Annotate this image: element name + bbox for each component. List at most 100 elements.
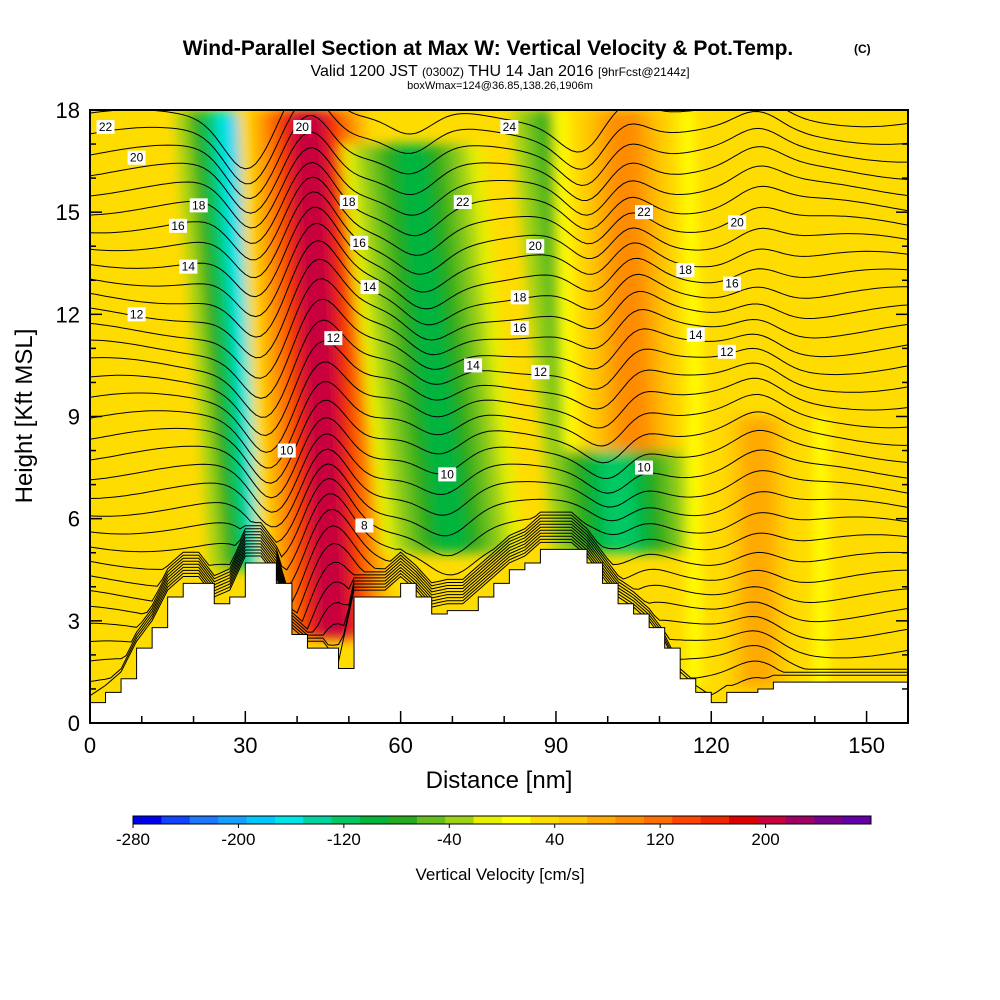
colorbar-swatch	[558, 816, 588, 824]
contour-label-box	[350, 235, 369, 250]
terrain-mask	[90, 548, 908, 723]
contour-label-box	[728, 215, 747, 230]
contour-label-text: 18	[192, 198, 206, 212]
theta-contour-line	[90, 541, 908, 697]
theta-contour-label: 16	[350, 235, 369, 250]
theta-contour-line	[90, 463, 908, 544]
colorbar-tick-label: 120	[646, 830, 674, 849]
contour-label-box	[355, 518, 374, 533]
theta-contour-line	[90, 381, 908, 469]
theta-contour-line	[90, 110, 908, 185]
contour-label-box	[360, 280, 379, 295]
colorbar-label: Vertical Velocity [cm/s]	[415, 865, 584, 884]
x-tick-label: 120	[693, 733, 730, 758]
colorbar-swatch	[842, 816, 872, 824]
contour-label-text: 16	[353, 236, 367, 250]
contour-label-box	[634, 205, 653, 220]
colorbar-tick-label: 200	[751, 830, 779, 849]
contour-label-box	[277, 443, 296, 458]
copyright-mark: (C)	[854, 42, 871, 56]
theta-contour-line	[90, 191, 908, 279]
theta-contour-line	[90, 532, 908, 659]
theta-contour-label: 16	[722, 276, 741, 291]
colorbar-swatch	[274, 816, 304, 824]
contour-label-text: 16	[513, 321, 527, 335]
theta-contour-label: 22	[96, 120, 115, 135]
contour-label-text: 16	[725, 277, 739, 291]
colorbar-swatch	[473, 816, 503, 824]
colorbar-swatch	[700, 816, 730, 824]
y-tick-label: 0	[68, 711, 80, 736]
theta-contour-line	[90, 222, 908, 318]
y-tick-label: 9	[68, 405, 80, 430]
theta-contour-line	[90, 278, 908, 379]
contour-label-text: 16	[171, 219, 185, 233]
contour-label-text: 20	[730, 215, 744, 229]
theta-contour-line	[90, 361, 908, 453]
x-axis-label: Distance [nm]	[426, 767, 573, 794]
colorbar: -280 -200 -120 -40 40 120 200	[116, 815, 872, 849]
colorbar-swatch	[416, 816, 446, 824]
contour-label-box	[686, 327, 705, 342]
theta-contour-label: 18	[676, 263, 695, 278]
contour-label-text: 14	[182, 260, 196, 274]
contour-label-box	[453, 194, 472, 209]
contour-label-text: 18	[679, 263, 693, 277]
theta-contour-line	[90, 508, 908, 588]
theta-contour-label: 8	[355, 518, 374, 533]
theta-contour-label: 22	[453, 194, 472, 209]
theta-contour-line	[90, 114, 908, 200]
theta-contour-line	[90, 493, 908, 576]
theta-contour-line	[90, 131, 908, 214]
theta-contour-label: 12	[127, 307, 146, 322]
y-tick-label: 3	[68, 609, 80, 634]
theta-contour-line	[90, 340, 908, 437]
theta-contour-label: 10	[277, 443, 296, 458]
y-axis: 0 3 6 9 12 15 18	[56, 98, 908, 736]
theta-contour-line	[90, 433, 908, 513]
box-info: boxWmax=124@36.85,138.26,1906m	[407, 80, 593, 92]
contour-label-box	[324, 331, 343, 346]
theta-contour-line	[90, 477, 908, 558]
contour-label-text: 10	[637, 461, 651, 475]
contour-label-box	[722, 276, 741, 291]
contour-label-text: 18	[342, 195, 356, 209]
y-tick-label: 15	[56, 200, 80, 225]
valid-time-line: Valid 1200 JST (0300Z) THU 14 Jan 2016 […	[310, 63, 689, 80]
colorbar-swatch	[303, 816, 333, 824]
colorbar-swatch	[643, 816, 673, 824]
theta-contour-label: 24	[500, 120, 519, 135]
theta-contour-labels: 22 20 18 16 14 12 20 18 16 14 12 10 8 24 22 20 18 16 14 12 1…	[96, 120, 747, 533]
contour-label-text: 14	[689, 328, 703, 342]
contour-label-box	[189, 198, 208, 213]
theta-contour-label: 18	[339, 194, 358, 209]
colorbar-swatch	[587, 816, 617, 824]
theta-contour-label: 12	[531, 365, 550, 380]
theta-contour-line	[90, 161, 908, 244]
theta-contour-label: 20	[526, 239, 545, 254]
contour-label-box	[169, 218, 188, 233]
colorbar-swatch	[530, 816, 560, 824]
contour-label-text: 10	[280, 444, 294, 458]
theta-contour-line	[90, 399, 908, 484]
colorbar-tick-label: -40	[437, 830, 462, 849]
contour-label-box	[526, 239, 545, 254]
theta-contour-label: 14	[179, 259, 198, 274]
contour-label-text: 14	[466, 358, 480, 372]
contour-label-text: 20	[296, 120, 310, 134]
colorbar-swatch	[246, 816, 276, 824]
colorbar-swatch	[388, 816, 418, 824]
theta-contour-label: 14	[360, 280, 379, 295]
contour-label-text: 12	[327, 331, 341, 345]
contour-label-box	[634, 460, 653, 475]
colorbar-tick-label: -200	[221, 830, 255, 849]
colorbar-swatch	[133, 816, 162, 824]
contour-label-text: 20	[130, 151, 144, 165]
colorbar-swatch	[757, 816, 787, 824]
y-tick-label: 12	[56, 302, 80, 327]
colorbar-swatch	[672, 816, 702, 824]
theta-contour-label: 16	[510, 320, 529, 335]
valid-date: THU 14 Jan 2016	[468, 63, 594, 80]
x-tick-label: 90	[544, 733, 568, 758]
